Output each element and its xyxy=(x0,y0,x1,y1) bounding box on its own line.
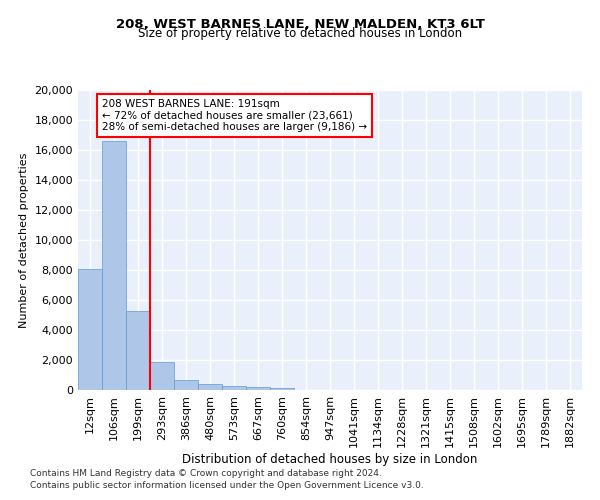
Text: 208, WEST BARNES LANE, NEW MALDEN, KT3 6LT: 208, WEST BARNES LANE, NEW MALDEN, KT3 6… xyxy=(116,18,484,30)
Bar xyxy=(150,362,174,390)
Bar xyxy=(222,386,246,390)
Bar xyxy=(270,388,294,390)
Text: Contains public sector information licensed under the Open Government Licence v3: Contains public sector information licen… xyxy=(30,481,424,490)
Text: Contains HM Land Registry data © Crown copyright and database right 2024.: Contains HM Land Registry data © Crown c… xyxy=(30,468,382,477)
Bar xyxy=(198,384,222,390)
Bar xyxy=(102,141,126,390)
Text: 208 WEST BARNES LANE: 191sqm
← 72% of detached houses are smaller (23,661)
28% o: 208 WEST BARNES LANE: 191sqm ← 72% of de… xyxy=(102,99,367,132)
Text: Size of property relative to detached houses in London: Size of property relative to detached ho… xyxy=(138,28,462,40)
Y-axis label: Number of detached properties: Number of detached properties xyxy=(19,152,29,328)
Bar xyxy=(126,310,150,390)
X-axis label: Distribution of detached houses by size in London: Distribution of detached houses by size … xyxy=(182,452,478,466)
Bar xyxy=(78,268,102,390)
Bar xyxy=(174,380,198,390)
Bar xyxy=(246,387,270,390)
